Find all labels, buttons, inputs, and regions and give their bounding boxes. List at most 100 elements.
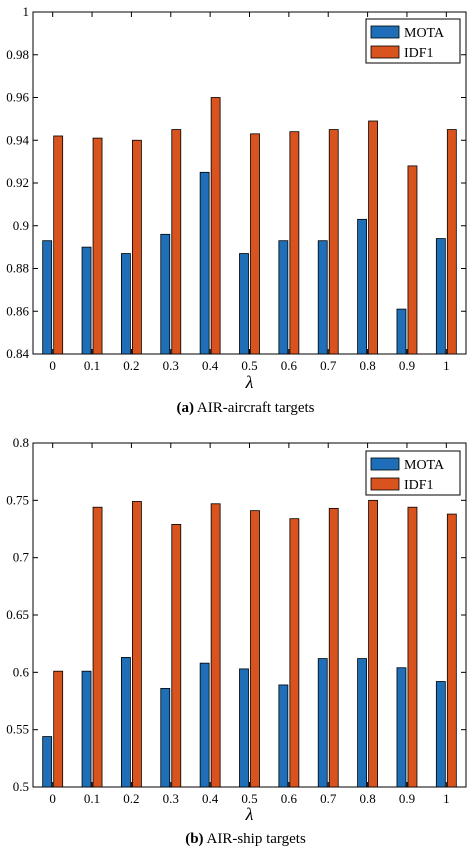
- y-tick-label: 0.96: [6, 90, 29, 105]
- x-tick-label: 0.7: [320, 791, 337, 806]
- bar-mota-1: [435, 681, 446, 788]
- bar-idf1-0.1: [92, 506, 103, 788]
- legend-swatch-idf1: [370, 45, 400, 59]
- bar-mota-0.6: [278, 240, 289, 355]
- y-tick-label: 1: [23, 4, 30, 19]
- x-tick-label: 0.9: [399, 358, 415, 373]
- bar-idf1-0.5: [250, 133, 260, 355]
- x-tick-label: 0.4: [202, 791, 219, 806]
- legend: MOTA IDF1: [365, 450, 461, 496]
- bar-mota-0.3: [160, 687, 171, 788]
- bar-mota-1: [435, 238, 446, 355]
- x-tick-label: 0.3: [163, 358, 179, 373]
- x-tick-label: 1: [443, 791, 450, 806]
- legend-label-mota: MOTA: [404, 458, 445, 473]
- bar-idf1-0.4: [210, 97, 221, 355]
- bar-idf1-0.8: [368, 120, 378, 355]
- bar-idf1-0.7: [328, 507, 339, 788]
- x-tick-label: 0.4: [202, 358, 219, 373]
- x-axis-ticks: 0 0.1 0.2 0.3 0.4 0.5 0.6 0.7 0.8 0.9 1: [49, 12, 450, 373]
- legend-label-idf1: IDF1: [404, 478, 434, 493]
- bar-mota-0.2: [121, 657, 131, 788]
- caption-label: (b): [185, 831, 203, 847]
- chart-aircraft: 0.84 0.86 0.88 0.9 0.92 0.94 0.96 0.98 1 0 0.1 0.2…: [6, 4, 467, 416]
- caption-b: (b) AIR-ship targets: [185, 831, 306, 847]
- bar-idf1-0.4: [210, 503, 221, 788]
- bar-idf1-0.8: [368, 499, 378, 788]
- bar-idf1-0.3: [171, 129, 182, 355]
- bar-idf1-0.5: [250, 510, 260, 788]
- y-tick-label: 0.6: [13, 664, 30, 679]
- y-tick-label: 0.92: [6, 175, 29, 190]
- bar-mota-0.3: [160, 233, 171, 355]
- caption-a: (a) AIR-aircraft targets: [176, 400, 314, 416]
- legend-swatch-mota: [370, 25, 400, 39]
- bars: [42, 499, 457, 788]
- bar-mota-0.9: [396, 308, 407, 355]
- x-tick-label: 0.1: [84, 791, 100, 806]
- y-tick-label: 0.65: [6, 607, 29, 622]
- y-tick-label: 0.94: [6, 132, 29, 147]
- x-tick-label: 0.9: [399, 791, 415, 806]
- bar-mota-0.4: [199, 171, 210, 355]
- bar-idf1-0: [53, 135, 64, 355]
- x-tick-label: 0.8: [359, 358, 375, 373]
- bar-mota-0.1: [81, 246, 92, 355]
- bar-mota-0.7: [317, 658, 328, 788]
- bar-idf1-0.9: [407, 165, 418, 355]
- bar-mota-0.9: [396, 667, 407, 788]
- bar-mota-0.7: [317, 240, 328, 355]
- bar-mota-0.8: [357, 658, 367, 788]
- caption-text: AIR-ship targets: [204, 831, 306, 847]
- bar-mota-0.5: [239, 668, 249, 788]
- y-tick-label: 0.88: [6, 261, 29, 276]
- y-tick-label: 0.7: [13, 550, 30, 565]
- bar-idf1-1: [446, 513, 457, 788]
- bar-idf1-0.6: [289, 518, 300, 788]
- y-tick-label: 0.84: [6, 346, 29, 361]
- bar-idf1-0.2: [132, 139, 142, 355]
- y-tick-label: 0.55: [6, 722, 29, 737]
- bar-mota-0: [42, 240, 53, 355]
- x-tick-label: 0.7: [320, 358, 337, 373]
- bar-mota-0.6: [278, 684, 289, 788]
- y-axis-ticks: 0.5 0.55 0.6 0.65 0.7 0.75 0.8: [6, 435, 466, 794]
- x-tick-label: 0.8: [359, 791, 375, 806]
- y-tick-label: 0.98: [6, 47, 29, 62]
- bar-mota-0.4: [199, 662, 210, 788]
- bar-mota-0.8: [357, 218, 367, 355]
- x-tick-label: 0.5: [241, 791, 257, 806]
- legend: MOTA IDF1: [365, 18, 461, 64]
- x-tick-label: 0.3: [163, 791, 179, 806]
- y-tick-label: 0.9: [13, 218, 29, 233]
- y-axis-ticks: 0.84 0.86 0.88 0.9 0.92 0.94 0.96 0.98 1: [6, 4, 466, 361]
- x-tick-label: 0.2: [123, 358, 139, 373]
- y-tick-label: 0.8: [13, 435, 29, 450]
- legend-label-mota: MOTA: [404, 26, 445, 41]
- bar-mota-0.2: [121, 253, 131, 355]
- plot-frame: [32, 11, 467, 355]
- x-tick-label: 0.6: [281, 791, 298, 806]
- x-axis-ticks: 0 0.1 0.2 0.3 0.4 0.5 0.6 0.7 0.8 0.9 1: [49, 443, 450, 806]
- x-tick-label: 0.2: [123, 791, 139, 806]
- bar-idf1-0.9: [407, 506, 418, 788]
- y-tick-label: 0.75: [6, 492, 29, 507]
- x-tick-label: 0: [49, 358, 56, 373]
- bar-idf1-0.7: [328, 129, 339, 355]
- bar-idf1-0: [53, 670, 64, 788]
- bar-idf1-1: [446, 129, 457, 355]
- y-tick-label: 0.5: [13, 779, 29, 794]
- x-tick-label: 0.5: [241, 358, 257, 373]
- x-tick-label: 1: [443, 358, 450, 373]
- legend-swatch-idf1: [370, 477, 400, 491]
- x-axis-label: λ: [245, 372, 254, 392]
- bar-mota-0: [42, 736, 53, 788]
- bar-idf1-0.3: [171, 524, 182, 788]
- x-axis-label: λ: [245, 804, 254, 824]
- bars: [42, 97, 457, 355]
- caption-label: (a): [176, 400, 194, 416]
- bar-mota-0.5: [239, 253, 249, 355]
- legend-label-idf1: IDF1: [404, 46, 434, 61]
- bar-idf1-0.6: [289, 131, 300, 355]
